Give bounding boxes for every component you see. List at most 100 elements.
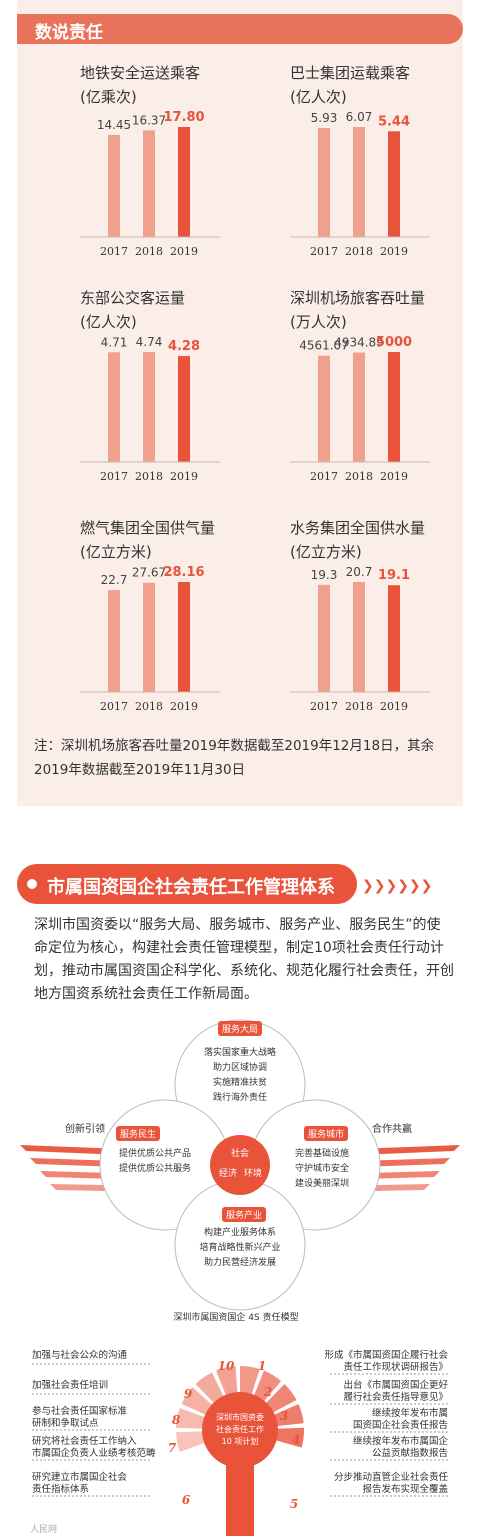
data-label: 20.7 [346, 565, 373, 579]
center-text: 社会 [231, 1147, 249, 1159]
plan-center [202, 1392, 278, 1468]
tick-label: 2018 [345, 700, 373, 713]
tick-label: 2019 [380, 245, 408, 258]
chart-unit: (万人次) [290, 313, 347, 331]
diagram-text: 守护城市安全 [295, 1162, 349, 1174]
data-note: 注：深圳机场旅客吞吐量2019年数据截至2019年12月18日，其余2019年数… [34, 738, 435, 778]
tick-label: 2019 [170, 245, 198, 258]
bar [178, 582, 190, 692]
model-caption: 深圳市属国资国企 4S 责任模型 [173, 1311, 298, 1323]
diagram-text: 助力民营经济发展 [204, 1256, 276, 1268]
banner-title: 数说责任 [35, 23, 103, 43]
plan-right-item: 继续按年发布市属 [372, 1407, 448, 1419]
tick-label: 2018 [135, 470, 163, 483]
plan-right-item: 继续按年发布市属国企 [353, 1435, 449, 1447]
plan-left-item: 研制和争取试点 [32, 1417, 99, 1429]
model-tag-label: 服务城市 [308, 1128, 344, 1140]
model-tag-label: 服务民生 [120, 1128, 156, 1140]
tick-label: 2018 [135, 245, 163, 258]
bar-chart-svg: 22.7 2017 27.67 2018 28.16 2019 [80, 565, 220, 713]
plan-left-item: 责任指标体系 [32, 1483, 89, 1495]
diagram-text: 提供优质公共产品 [119, 1147, 191, 1159]
plan-right-item: 履行社会责任指导意见》 [343, 1391, 448, 1403]
tick-label: 2018 [345, 245, 373, 258]
plan-stem [226, 1465, 254, 1536]
chart-title: 燃气集团全国供气量 [80, 519, 216, 537]
bar [108, 352, 120, 462]
bar [178, 127, 190, 237]
plan-center-text: 深圳市国资委 [216, 1412, 264, 1422]
data-label: 19.1 [378, 568, 410, 583]
bar [143, 582, 155, 692]
model-tag [218, 1021, 262, 1036]
plan-number: 7 [168, 1441, 177, 1455]
plan-right-item: 分步推动直管企业社会责任 [334, 1471, 449, 1483]
data-label: 22.7 [101, 573, 128, 587]
chart-east-bus: 东部公交客运量 (亿人次) 4.71 2017 4.74 2018 4.28 2019 [80, 287, 280, 487]
tick-label: 2019 [380, 700, 408, 713]
diagram-text: 完善基础设施 [295, 1147, 349, 1159]
bar [143, 130, 155, 237]
diagram-text: 助力区域协调 [213, 1061, 267, 1073]
diagram-text: 落实国家重大战略 [204, 1046, 276, 1058]
watermark: 人民网 [30, 1524, 57, 1535]
data-label: 4934.89 [334, 336, 384, 350]
bar [318, 127, 330, 237]
right-wing-label: 合作共赢 [372, 1122, 412, 1135]
diagram-text: 践行海外责任 [213, 1091, 267, 1103]
tick-label: 2017 [310, 700, 338, 713]
plan-number: 2 [263, 1385, 272, 1399]
chart-airport: 深圳机场旅客吞吐量 (万人次) 4561.07 2017 4934.89 2018 50… [290, 287, 480, 487]
bullet-dot [27, 879, 37, 889]
plan-right-item: 国资国企社会责任报告 [353, 1419, 448, 1431]
tick-label: 2017 [310, 470, 338, 483]
bar [388, 585, 400, 692]
data-label: 19.3 [311, 568, 338, 582]
bar [353, 352, 365, 462]
plan-number: 5 [290, 1497, 298, 1511]
data-label: 5000 [376, 335, 412, 350]
tick-label: 2018 [345, 470, 373, 483]
data-label: 28.16 [163, 565, 204, 580]
chart-unit: (亿人次) [290, 88, 347, 106]
chart-title: 东部公交客运量 [80, 289, 186, 307]
bar-chart-svg: 19.3 2017 20.7 2018 19.1 2019 [290, 565, 430, 713]
tick-label: 2017 [310, 245, 338, 258]
plan-left-item: 研究将社会责任工作纳入 [32, 1435, 137, 1447]
tick-label: 2017 [100, 245, 128, 258]
bar [108, 590, 120, 692]
bar [388, 131, 400, 237]
center-circle [210, 1135, 270, 1195]
chart-unit: (亿乘次) [80, 88, 137, 106]
section-banner: 数说责任 [17, 14, 463, 44]
data-label: 27.67 [132, 566, 166, 580]
model-tag-label: 服务大局 [222, 1023, 258, 1035]
chart-metro: 地铁安全运送乘客 (亿乘次) 14.45 2017 16.37 2018 17.80 20… [80, 62, 280, 262]
plan-right-item: 出台《市属国资国企更好 [343, 1379, 448, 1391]
bar-chart-svg: 14.45 2017 16.37 2018 17.80 2019 [80, 110, 220, 258]
data-label: 4.74 [136, 335, 163, 349]
plan-right-item: 形成《市属国资国企履行社会 [324, 1349, 448, 1361]
plan-left-item: 研究建立市属国企社会 [32, 1471, 128, 1483]
tick-label: 2018 [135, 700, 163, 713]
diagram-text: 培育战略性新兴产业 [199, 1241, 280, 1253]
data-label: 5.44 [378, 114, 410, 129]
plan-left-item: 参与社会责任国家标准 [32, 1405, 128, 1417]
center-text: 环境 [244, 1167, 262, 1179]
plan-center-text: 10 项计划 [222, 1436, 259, 1446]
data-label: 17.80 [163, 110, 204, 125]
diagram-text: 实施精准扶贫 [213, 1076, 267, 1088]
bar [143, 352, 155, 462]
data-label: 4.28 [168, 339, 200, 354]
chart-title: 地铁安全运送乘客 [80, 64, 201, 82]
model-tag [222, 1207, 266, 1222]
plan-number: 1 [258, 1359, 266, 1373]
chart-unit: (亿人次) [80, 313, 137, 331]
left-wing-label: 创新引领 [65, 1122, 105, 1135]
plan-number: 8 [172, 1413, 181, 1427]
tick-label: 2017 [100, 470, 128, 483]
section2-intro: 深圳市国资委以“服务大局、服务城市、服务产业、服务民生”的使命定位为核心，构建社… [34, 917, 454, 1002]
data-label: 16.37 [132, 113, 166, 127]
bar [108, 134, 120, 237]
